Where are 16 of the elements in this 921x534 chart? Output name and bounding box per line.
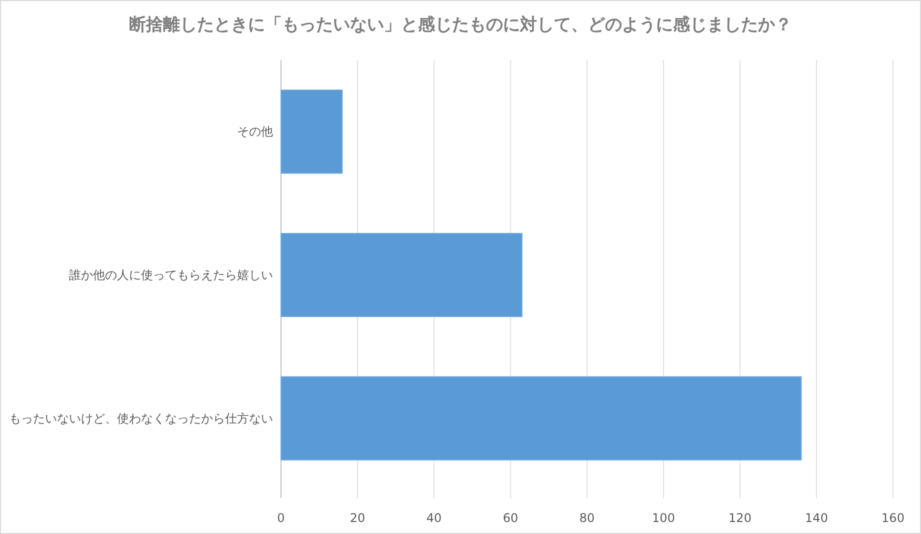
y-tick-label: もったいないけど、使わなくなったから仕方ない xyxy=(9,411,273,426)
x-tick-label: 100 xyxy=(652,511,675,525)
x-tick-label: 20 xyxy=(350,511,366,525)
y-tick-label: その他 xyxy=(237,124,273,139)
bar xyxy=(280,90,343,174)
chart-title: 断捨離したときに「もったいない」と感じたものに対して、どのように感じましたか？ xyxy=(129,15,792,35)
x-tick-label: 0 xyxy=(277,511,285,525)
bar xyxy=(280,232,522,318)
y-tick-label: 誰か他の人に使ってもらえたら嬉しい xyxy=(69,268,273,282)
x-tick-label: 60 xyxy=(502,511,518,525)
x-tick-label: 140 xyxy=(805,511,828,525)
x-tick-label: 80 xyxy=(579,511,595,525)
bar xyxy=(280,376,802,460)
x-tick-label: 160 xyxy=(882,511,904,525)
x-tick-label: 40 xyxy=(426,511,442,525)
x-tick-label: 120 xyxy=(728,511,752,525)
